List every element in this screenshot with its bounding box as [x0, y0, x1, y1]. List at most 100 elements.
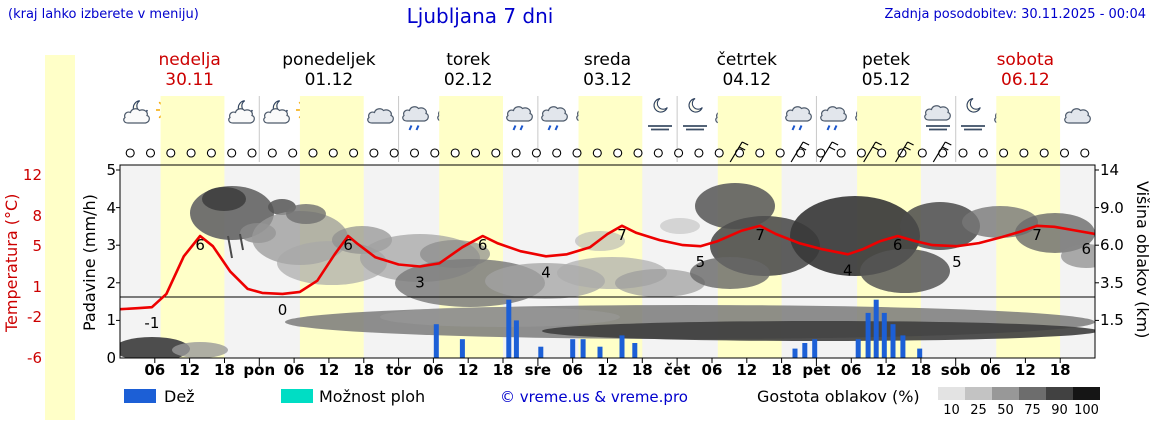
- x-axis-label-12: 12: [179, 361, 201, 379]
- cloud-cover-circle: [450, 148, 460, 158]
- cloud-cover-circle: [755, 148, 765, 158]
- density-tick-label: 75: [1024, 403, 1041, 418]
- day-header-petek: petek 05.12: [816, 50, 955, 90]
- temp-value-label: 5: [696, 253, 706, 271]
- precip-bar: [513, 320, 519, 358]
- cloud-cover-circle: [308, 148, 318, 158]
- day-header-sobota: sobota 06.12: [956, 50, 1095, 90]
- day-name: petek: [861, 50, 911, 70]
- temp-value-label: 4: [843, 261, 853, 279]
- cloud-cover-circle: [1080, 148, 1090, 158]
- cloud-rain-icon: [782, 98, 816, 136]
- x-axis-label-12: 12: [736, 361, 758, 379]
- copyright-link[interactable]: © vreme.us & vreme.pro: [500, 388, 688, 406]
- cloud-cover-circle: [389, 148, 399, 158]
- cloud-rain-icon: [399, 98, 433, 136]
- temp-tick--6: -6: [27, 349, 42, 367]
- temperature-axis-label: Temperatura (°C): [2, 193, 21, 332]
- precip-bar: [506, 299, 512, 358]
- density-tick-label: 90: [1051, 403, 1068, 418]
- cloud-cover-circle: [1059, 148, 1070, 158]
- cloud-rain-icon: [817, 98, 851, 136]
- density-step: [1019, 387, 1046, 400]
- precip-bar: [881, 312, 887, 358]
- temp-tick-8: 8: [32, 206, 42, 225]
- temp-value-label: 6: [893, 236, 903, 254]
- density-tick-label: 10: [943, 403, 960, 418]
- density-tick-label: 25: [970, 403, 987, 418]
- rain-legend-swatch: [124, 389, 156, 403]
- precip-bar: [632, 343, 638, 358]
- wind-barb-icon: [895, 141, 914, 163]
- x-axis-label-18: 18: [771, 361, 793, 379]
- x-axis-label-12: 12: [875, 361, 897, 379]
- last-update: Zadnja posodobitev: 30.11.2025 - 00:04: [884, 7, 1146, 22]
- density-tick-label: 100: [1074, 403, 1099, 418]
- cloud-cover-circle: [328, 148, 338, 158]
- day-name: sreda: [583, 50, 632, 70]
- cloud-cover-circle: [917, 148, 927, 158]
- cloud-cover-circle: [877, 148, 887, 158]
- page-title: Ljubljana 7 dni: [406, 4, 554, 28]
- x-axis-label-06: 06: [562, 361, 584, 379]
- cloud-cover-circle: [999, 148, 1009, 158]
- cloud-cover-circle: [1039, 148, 1049, 158]
- cloud-cover-circle: [531, 148, 541, 158]
- day-name: torek: [446, 50, 491, 70]
- cloud-cover-circle: [349, 148, 359, 158]
- precip-bar: [570, 339, 576, 358]
- cloud-cover-circle: [369, 148, 379, 158]
- x-axis-label-12: 12: [1014, 361, 1036, 379]
- precip-bar: [597, 346, 603, 358]
- x-axis-label-06: 06: [422, 361, 444, 379]
- temp-value-label: 4: [541, 263, 551, 281]
- cloud-cover-circle: [186, 148, 196, 158]
- day-date: 03.12: [583, 70, 632, 90]
- x-axis-label-18: 18: [1049, 361, 1071, 379]
- cloud-cover-circle: [816, 148, 826, 158]
- x-axis-label-sre: sre: [524, 361, 552, 379]
- temp-tick-1: 1: [32, 277, 42, 296]
- cloud-cover-circle: [775, 148, 785, 158]
- day-header-nedelja: nedelja 30.11: [120, 50, 259, 90]
- precip-bar: [900, 335, 906, 358]
- moon-cloud-icon: [120, 98, 154, 136]
- precip-bar: [812, 339, 818, 358]
- x-axis-label-18: 18: [910, 361, 932, 379]
- cloud-cover-circle: [613, 148, 623, 158]
- x-axis-label-18: 18: [353, 361, 375, 379]
- cloud-icon: [1061, 98, 1095, 136]
- temp-value-label: 0: [278, 301, 288, 319]
- x-axis-label-tor: tor: [386, 361, 411, 379]
- temp-tick-12: 12: [22, 165, 42, 184]
- temp-value-label: 6: [478, 236, 488, 254]
- cloud-rain-icon: [503, 98, 537, 136]
- wind-barb-icon: [932, 141, 952, 163]
- day-name: nedelja: [158, 50, 221, 70]
- moon-cloud-icon: [225, 98, 259, 136]
- day-header-ponedeljek: ponedeljek 01.12: [259, 50, 398, 90]
- precip-bar: [580, 339, 586, 358]
- precip-tick-1: 1: [106, 311, 116, 330]
- cloud-fog-icon: [921, 98, 955, 136]
- x-axis-label-18: 18: [492, 361, 514, 379]
- cloud-tick-3.5: 3.5: [1100, 273, 1124, 292]
- cloud-cover-circle: [694, 148, 704, 158]
- density-step: [938, 387, 965, 400]
- cloud-tick-6.0: 6.0: [1100, 236, 1124, 255]
- x-axis-label-06: 06: [144, 361, 166, 379]
- day-name: četrtek: [716, 50, 777, 70]
- wind-barb-icon: [729, 141, 749, 163]
- day-header-torek: torek 02.12: [399, 50, 538, 90]
- day-date: 30.11: [165, 70, 214, 90]
- day-name: ponedeljek: [282, 50, 376, 70]
- cloud-height-axis-label: Višina oblakov (km): [1133, 181, 1152, 339]
- cloud-cover-circle: [978, 148, 988, 158]
- precip-bar: [855, 339, 861, 358]
- precip-bar: [917, 348, 923, 358]
- cloud-cover-circle: [572, 148, 582, 158]
- precip-bar: [802, 343, 808, 358]
- precip-bar: [890, 324, 896, 358]
